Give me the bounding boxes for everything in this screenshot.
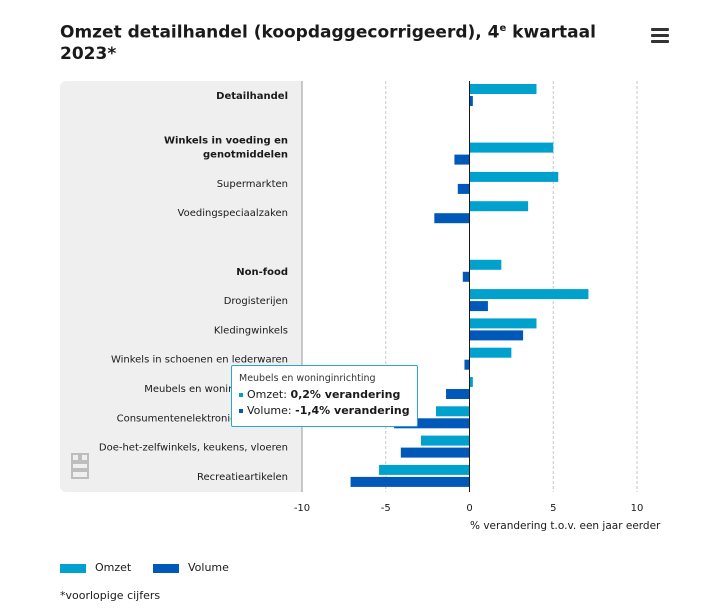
volume-dot-icon xyxy=(239,409,243,413)
omzet-dot-icon xyxy=(239,393,243,397)
bar-omzet xyxy=(469,171,559,182)
tooltip-title: Meubels en woninginrichting xyxy=(239,373,376,384)
category-label: genotmiddelen xyxy=(203,150,288,161)
category-label: Drogisterijen xyxy=(224,296,288,307)
bar-omzet xyxy=(469,347,512,358)
x-axis-label: % verandering t.o.v. een jaar eerder xyxy=(470,520,661,532)
bar-volume xyxy=(469,96,473,106)
category-label: Meubels en woninginrichting xyxy=(144,384,288,395)
bar-volume xyxy=(462,271,470,282)
bar-volume xyxy=(394,418,470,429)
tooltip-row-omzet: Omzet: 0,2% verandering xyxy=(239,388,400,401)
bar-omzet xyxy=(469,318,537,329)
bar-volume xyxy=(464,359,470,370)
bar-omzet xyxy=(379,464,470,475)
x-tick-label: -10 xyxy=(294,503,310,514)
bar-volume xyxy=(457,183,470,194)
category-label: Recreatieartikelen xyxy=(197,472,288,483)
bar-omzet xyxy=(436,406,470,417)
bar-omzet xyxy=(469,142,554,153)
legend-swatch-volume xyxy=(153,564,179,573)
bar-volume xyxy=(400,447,470,458)
chart-title: Omzet detailhandel (koopdaggecorrigeerd)… xyxy=(60,22,596,64)
bar-chart: -10 -5 0 5 10 % verandering t.o.v. een jaar e… xyxy=(99,81,661,532)
category-label: Doe-het-zelfwinkels, keukens, vloeren xyxy=(99,443,288,454)
bar-omzet xyxy=(469,201,529,212)
bar-volume xyxy=(469,330,524,341)
bar-volume xyxy=(446,389,470,399)
footnote: *voorlopige cijfers xyxy=(60,589,161,602)
bar-volume xyxy=(350,476,470,487)
cbs-logo-icon xyxy=(70,452,90,484)
bar-volume xyxy=(469,301,488,312)
category-label: Non-food xyxy=(236,267,288,278)
bar-volume xyxy=(454,154,470,165)
legend-swatch-omzet xyxy=(60,564,86,573)
hamburger-menu-icon[interactable] xyxy=(651,28,669,44)
category-label: Supermarkten xyxy=(217,179,288,190)
category-label: Voedingspeciaalzaken xyxy=(178,208,288,219)
x-tick-label: 10 xyxy=(631,503,644,514)
legend-label-volume: Volume xyxy=(188,561,229,574)
bar-volume xyxy=(434,213,470,224)
bar-omzet xyxy=(469,289,589,300)
bar-omzet xyxy=(469,259,502,270)
bar-omzet xyxy=(469,377,473,387)
bar-omzet xyxy=(420,435,470,446)
category-label: Detailhandel xyxy=(216,91,288,102)
x-tick-label: 5 xyxy=(550,503,556,514)
category-label: Winkels in voeding en xyxy=(164,136,288,147)
bar-omzet xyxy=(469,84,537,94)
x-tick-label: -5 xyxy=(381,503,391,514)
x-tick-label: 0 xyxy=(466,503,472,514)
chart-tooltip: Meubels en woninginrichting Omzet: 0,2% … xyxy=(231,365,418,427)
category-label: Consumentenelektronica, witgoed xyxy=(117,413,288,424)
legend-label-omzet: Omzet xyxy=(95,561,132,574)
category-label: Winkels in schoenen en lederwaren xyxy=(111,355,288,366)
category-label: Kledingwinkels xyxy=(214,325,288,336)
tooltip-row-volume: Volume: -1,4% verandering xyxy=(239,404,410,417)
